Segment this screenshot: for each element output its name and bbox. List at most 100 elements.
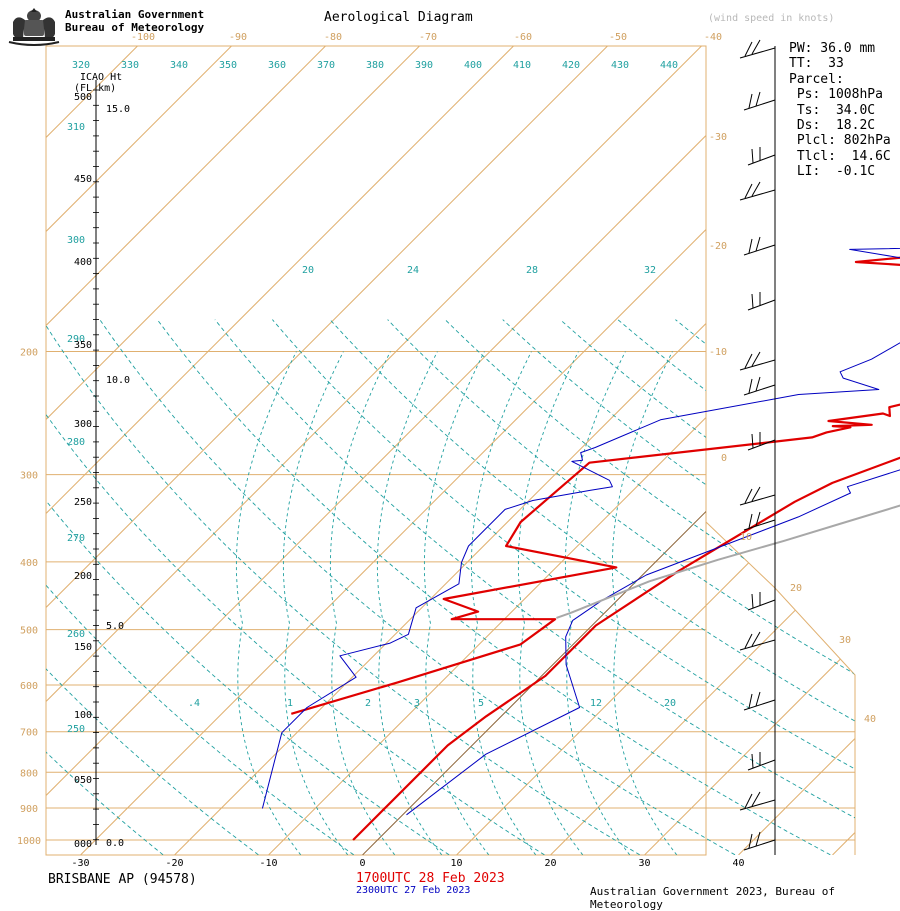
wind-barb-shaft [744, 385, 775, 395]
km-label: 5.0 [106, 621, 124, 632]
wind-barb [740, 792, 775, 810]
wind-barb [740, 40, 775, 58]
pressure-tick-label: 700 [20, 728, 38, 739]
flight-level-label: 150 [74, 642, 92, 653]
dry-adiabat [618, 320, 900, 855]
wind-barb-feather [745, 42, 752, 56]
wind-barb [744, 692, 775, 710]
wind-barb-feather [752, 149, 753, 163]
height-axis-title: ICAO Ht [80, 72, 122, 83]
km-label: 15.0 [106, 104, 130, 115]
wind-barb-feather [745, 634, 752, 648]
wind-barb [740, 182, 775, 200]
wind-barb [744, 377, 775, 395]
theta-label-left: 260 [67, 629, 85, 640]
wind-barb-feather [752, 632, 760, 646]
wind-barb [744, 832, 775, 850]
wind-barb-shaft [744, 700, 775, 710]
li-value: LI: -0.1C [789, 164, 891, 179]
plcl-value: Plcl: 802hPa [789, 133, 891, 148]
theta-label-top: 430 [611, 60, 629, 71]
wind-barb-feather [745, 184, 752, 198]
wind-barb-shaft [740, 48, 775, 58]
isotherm-label: -20 [709, 241, 727, 252]
theta-label-top: 340 [170, 60, 188, 71]
mixing-ratio-label: 20 [664, 698, 676, 709]
x-tick-label-bottom: -20 [165, 858, 183, 869]
plot-frame-right [706, 522, 855, 855]
x-tick-label-bottom: 30 [638, 858, 650, 869]
wind-barb-shaft [744, 245, 775, 255]
pressure-tick-label: 900 [20, 804, 38, 815]
mixing-ratio-label: .4 [188, 698, 200, 709]
theta-label-top: 350 [219, 60, 237, 71]
wind-barb-feather [752, 40, 760, 54]
dry-adiabat [675, 320, 900, 855]
theta-label-left: 270 [67, 533, 85, 544]
isotherm-line [0, 0, 699, 855]
plot-frame [46, 46, 706, 855]
dry-adiabat [560, 320, 900, 855]
isotherm-label: -10 [709, 347, 727, 358]
dry-adiabat [733, 320, 900, 855]
moist-adiabat [377, 352, 441, 855]
dry-adiabat [388, 320, 900, 855]
isotherm-label: 20 [790, 583, 802, 594]
dry-adiabat [503, 320, 900, 855]
wind-barb-feather [745, 794, 752, 808]
x-tick-label-top: -60 [514, 32, 532, 43]
x-tick-label-top: -50 [609, 32, 627, 43]
x-tick-label-top: -70 [419, 32, 437, 43]
ps-value: Ps: 1008hPa [789, 87, 891, 102]
flight-level-label: 000 [74, 839, 92, 850]
wind-barb [744, 92, 775, 110]
copyright: Australian Government 2023, Bureau of Me… [590, 885, 900, 911]
theta-label-top: 330 [121, 60, 139, 71]
wind-barb [748, 147, 775, 165]
time-secondary: 2300UTC 27 Feb 2023 [356, 885, 470, 896]
km-label: 10.0 [106, 375, 130, 386]
chart-title: Aerological Diagram [324, 10, 473, 25]
dry-adiabat [791, 320, 900, 855]
wind-barb-shaft [744, 520, 775, 530]
dry-adiabat [848, 320, 900, 855]
theta-label-top: 410 [513, 60, 531, 71]
parcel-heading: Parcel: [789, 72, 891, 87]
series-line-2 [262, 181, 900, 808]
theta-label-top: 420 [562, 60, 580, 71]
x-tick-label-bottom: -30 [71, 858, 89, 869]
wind-barb [740, 352, 775, 370]
wind-barb-feather [749, 239, 752, 253]
mixing-ratio-label: 5 [478, 698, 484, 709]
org-name-line2: Bureau of Meteorology [65, 22, 204, 34]
mixing-ratio-label: 28 [526, 265, 538, 276]
x-tick-label-bottom: 0 [359, 858, 365, 869]
station-name: BRISBANE AP (94578) [48, 872, 197, 887]
pressure-tick-label: 1000 [17, 836, 41, 847]
x-tick-label-top: -90 [229, 32, 247, 43]
theta-label-top: 390 [415, 60, 433, 71]
pressure-tick-label: 400 [20, 558, 38, 569]
theta-label-top: 440 [660, 60, 678, 71]
dry-adiabat [0, 320, 354, 855]
x-tick-label-bottom: 10 [450, 858, 462, 869]
theta-label-left: 250 [67, 724, 85, 735]
isotherm-line [0, 0, 323, 855]
wind-barb-shaft [740, 190, 775, 200]
pressure-tick-label: 300 [20, 471, 38, 482]
theta-label-top: 320 [72, 60, 90, 71]
wind-barb [748, 292, 775, 310]
moist-adiabat [518, 352, 582, 855]
theta-label-left: 310 [67, 122, 85, 133]
wind-barbs [740, 40, 775, 855]
wind-barb-feather [756, 832, 760, 846]
mixing-ratio-label: 3 [414, 698, 420, 709]
wind-barb-shaft [740, 495, 775, 505]
coat-of-arms-logo [7, 4, 61, 46]
isotherm-label: 0 [721, 453, 727, 464]
theta-label-top: 370 [317, 60, 335, 71]
pressure-tick-label: 600 [20, 681, 38, 692]
